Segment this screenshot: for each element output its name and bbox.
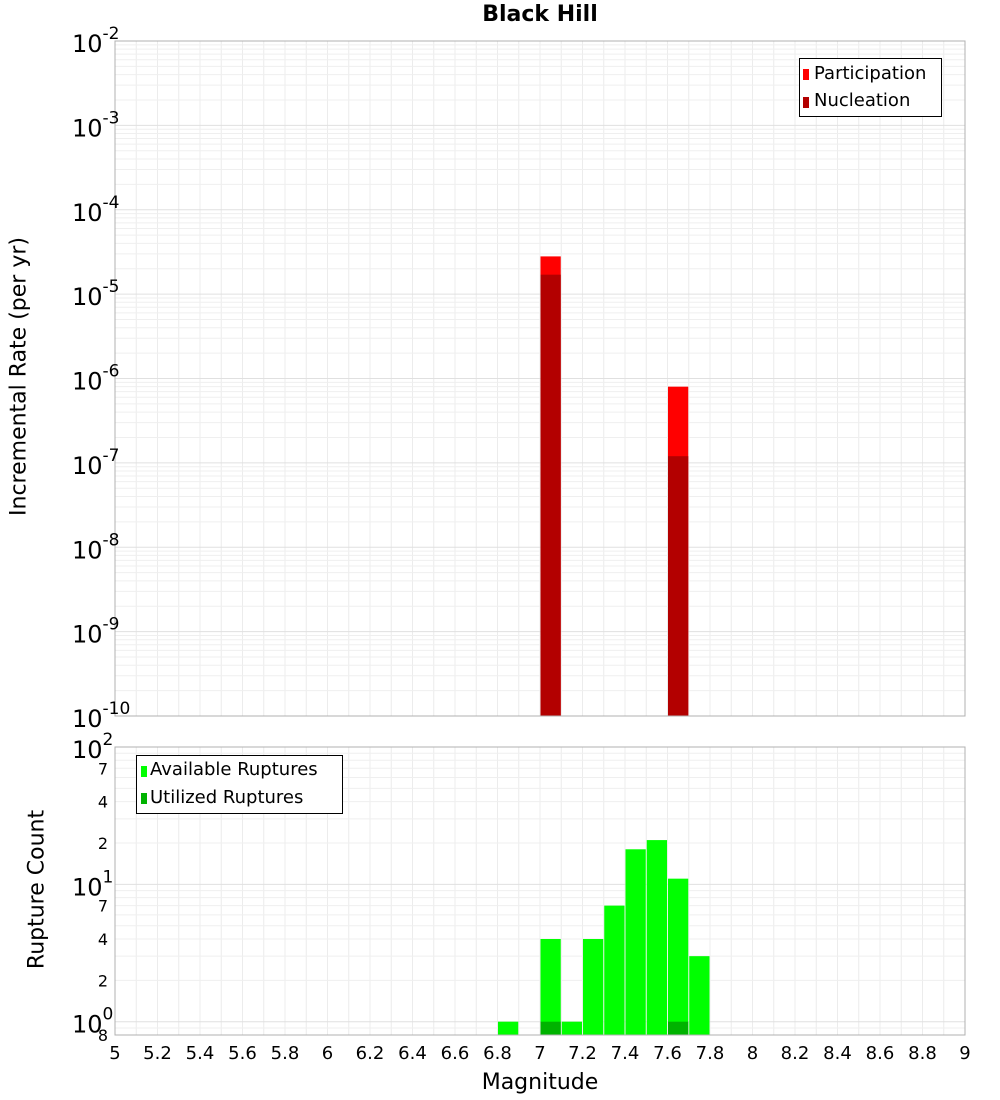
bottom-legend: Available Ruptures Utilized Ruptures bbox=[136, 755, 343, 814]
top-y-tick-label: 10-4 bbox=[72, 193, 120, 227]
bottom-bar-available-ruptures bbox=[561, 1021, 582, 1035]
x-tick-label: 9 bbox=[959, 1043, 970, 1064]
x-tick-label: 6.2 bbox=[356, 1043, 385, 1064]
top-bar-nucleation bbox=[540, 274, 561, 716]
legend-label-participation: Participation bbox=[814, 63, 927, 84]
bottom-bar-available-ruptures bbox=[646, 840, 667, 1035]
top-y-tick-label: 10-3 bbox=[72, 108, 120, 142]
x-tick-label: 7.4 bbox=[611, 1043, 640, 1064]
top-plot-frame bbox=[114, 40, 966, 717]
x-tick-label: 6.4 bbox=[398, 1043, 427, 1064]
bottom-bar-available-ruptures bbox=[668, 878, 689, 1035]
legend-label-nucleation: Nucleation bbox=[814, 90, 911, 111]
x-axis-label: Magnitude bbox=[481, 1070, 599, 1095]
bottom-bar-available-ruptures bbox=[498, 1021, 519, 1035]
top-y-tick-label: 10-2 bbox=[72, 24, 120, 58]
top-y-tick-label: 10-5 bbox=[72, 277, 120, 311]
bottom-plot-frame bbox=[114, 746, 966, 1036]
bottom-bar-utilized-ruptures bbox=[540, 1021, 561, 1035]
bottom-y-tick-label: 7 bbox=[98, 759, 108, 778]
bottom-bar-available-ruptures bbox=[625, 849, 646, 1035]
x-tick-label: 8.6 bbox=[866, 1043, 895, 1064]
x-tick-label: 5.4 bbox=[186, 1043, 215, 1064]
bottom-bar-available-ruptures bbox=[583, 939, 604, 1035]
bottom-y-tick-label: 102 bbox=[72, 730, 113, 764]
top-legend: Participation Nucleation bbox=[799, 58, 942, 117]
bottom-y-tick-label: 100 bbox=[72, 1005, 113, 1039]
chart-title: Black Hill bbox=[482, 2, 598, 27]
x-tick-label: 5.2 bbox=[143, 1043, 172, 1064]
x-tick-label: 8.4 bbox=[823, 1043, 852, 1064]
x-tick-label: 8.2 bbox=[781, 1043, 810, 1064]
bottom-y-tick-label: 7 bbox=[98, 897, 108, 916]
bottom-y-tick-label: 2 bbox=[98, 834, 108, 853]
top-y-tick-label: 10-10 bbox=[72, 699, 130, 733]
x-tick-label: 6.8 bbox=[483, 1043, 512, 1064]
bottom-bar-available-ruptures bbox=[540, 939, 561, 1035]
legend-swatch-participation bbox=[803, 69, 809, 80]
x-tick-label: 6.6 bbox=[441, 1043, 470, 1064]
top-bar-nucleation bbox=[668, 456, 689, 716]
bottom-bar-available-ruptures bbox=[604, 905, 625, 1035]
bottom-y-tick-label: 4 bbox=[98, 793, 108, 812]
bottom-bar-available-ruptures bbox=[689, 956, 710, 1035]
x-tick-label: 5.8 bbox=[271, 1043, 300, 1064]
legend-label-utilized: Utilized Ruptures bbox=[150, 787, 304, 808]
legend-swatch-utilized bbox=[141, 793, 147, 804]
top-y-tick-label: 10-6 bbox=[72, 362, 120, 396]
legend-label-available: Available Ruptures bbox=[150, 759, 318, 780]
top-y-tick-label: 10-8 bbox=[72, 530, 120, 564]
x-tick-label: 8.8 bbox=[908, 1043, 937, 1064]
x-tick-label: 5 bbox=[109, 1043, 120, 1064]
bottom-y-tick-label: 2 bbox=[98, 971, 108, 990]
x-tick-label: 7.8 bbox=[696, 1043, 725, 1064]
bottom-y-tick-label: 8 bbox=[98, 1026, 108, 1045]
top-y-tick-label: 10-9 bbox=[72, 615, 120, 649]
top-y-tick-label: 10-7 bbox=[72, 446, 120, 480]
bottom-y-tick-label: 4 bbox=[98, 930, 108, 949]
bottom-bar-utilized-ruptures bbox=[668, 1021, 689, 1035]
x-tick-label: 7 bbox=[534, 1043, 545, 1064]
x-tick-label: 7.2 bbox=[568, 1043, 597, 1064]
bottom-y-tick-label: 101 bbox=[72, 867, 113, 901]
x-tick-label: 8 bbox=[747, 1043, 758, 1064]
x-tick-label: 6 bbox=[322, 1043, 333, 1064]
x-tick-label: 5.6 bbox=[228, 1043, 257, 1064]
legend-swatch-available bbox=[141, 766, 147, 777]
x-tick-label: 7.6 bbox=[653, 1043, 682, 1064]
legend-swatch-nucleation bbox=[803, 97, 809, 108]
